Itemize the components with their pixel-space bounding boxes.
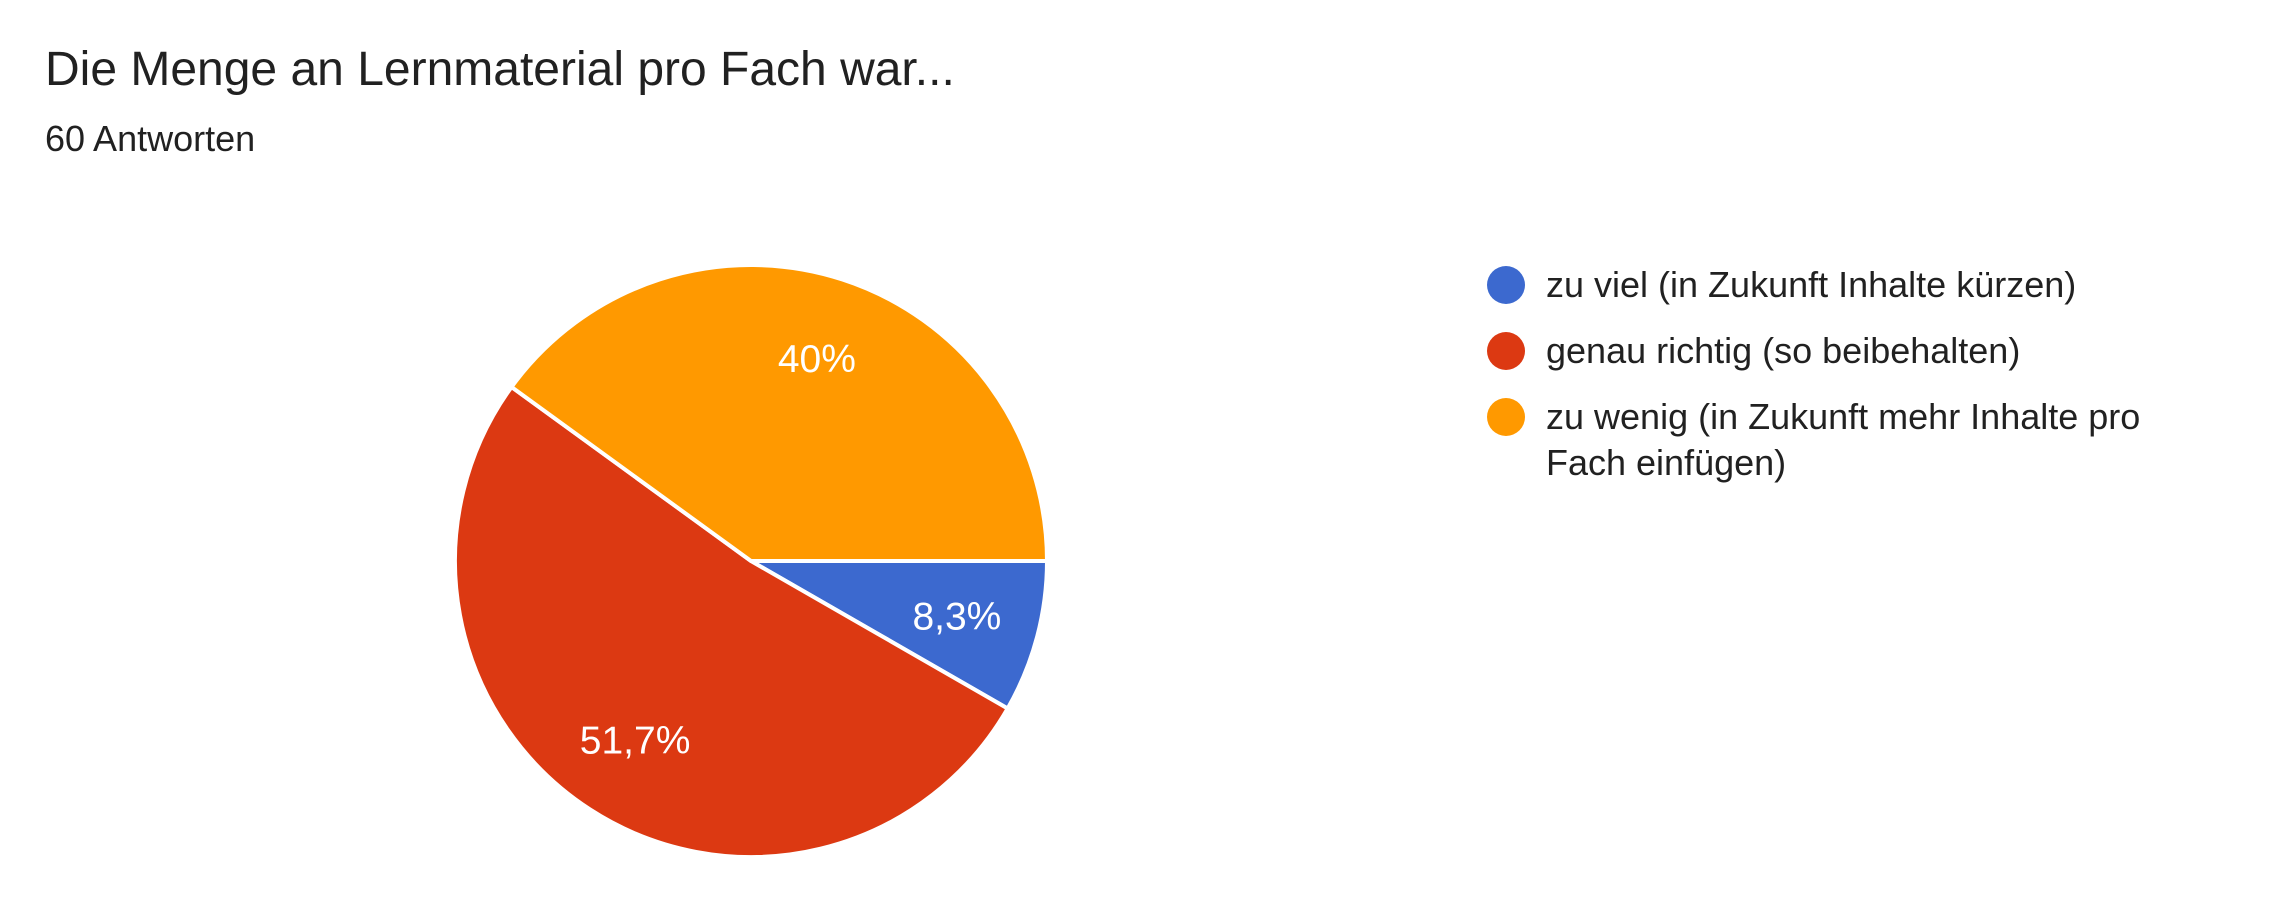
pie-slice-value-label-2: 40% xyxy=(778,338,856,381)
chart-title: Die Menge an Lernmaterial pro Fach war..… xyxy=(45,43,955,96)
legend-item-2: zu wenig (in Zukunft mehr Inhalte pro Fa… xyxy=(1487,394,2187,486)
legend-swatch-icon xyxy=(1487,398,1525,436)
legend-item-0: zu viel (in Zukunft Inhalte kürzen) xyxy=(1487,262,2187,308)
legend-item-label: zu viel (in Zukunft Inhalte kürzen) xyxy=(1546,264,2077,305)
pie-svg: 8,3% 51,7% 40% xyxy=(452,263,1049,860)
pie-slice-value-label-0: 8,3% xyxy=(912,596,1001,639)
pie-slice-0[interactable] xyxy=(749,559,1049,711)
legend-item-label: genau richtig (so beibehalten) xyxy=(1546,330,2021,371)
pie-slice-2[interactable] xyxy=(509,263,1049,563)
legend-item-label: zu wenig (in Zukunft mehr Inhalte pro Fa… xyxy=(1546,396,2141,483)
pie-slice-1[interactable] xyxy=(452,385,1010,860)
legend-swatch-icon xyxy=(1487,332,1525,370)
chart-legend: zu viel (in Zukunft Inhalte kürzen) genau… xyxy=(1487,262,2187,506)
pie-chart: 8,3% 51,7% 40% xyxy=(441,251,1061,871)
pie-slice-value-label-1: 51,7% xyxy=(580,720,691,763)
legend-item-1: genau richtig (so beibehalten) xyxy=(1487,328,2187,374)
legend-swatch-icon xyxy=(1487,266,1525,304)
responses-count: 60 Antworten xyxy=(45,118,256,159)
